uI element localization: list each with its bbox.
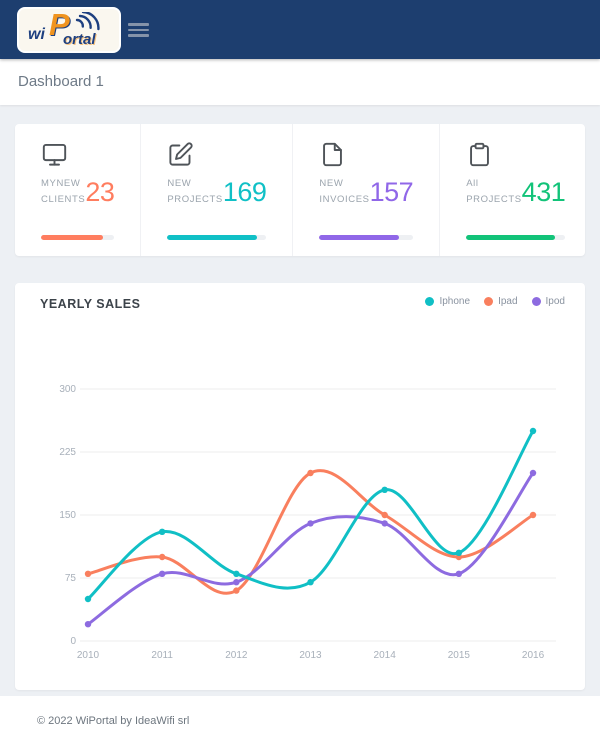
chart-title: YEARLY SALES (40, 297, 141, 311)
stat-progress-fill (41, 235, 104, 240)
stat-progress-track (167, 235, 267, 240)
legend-item-ipad[interactable]: Ipad (484, 296, 518, 307)
clipboard-icon (466, 141, 493, 168)
legend-label: Ipod (545, 296, 565, 307)
legend-dot-icon (484, 297, 494, 306)
svg-text:2014: 2014 (374, 650, 397, 661)
svg-text:150: 150 (59, 510, 76, 521)
stat-progress-fill (319, 235, 400, 240)
wiportal-logo[interactable]: wi P ortal (17, 7, 121, 53)
svg-text:0: 0 (70, 636, 76, 647)
chart-legend: Iphone Ipad Ipod (425, 296, 565, 307)
stat-card-projects: NEW PROJECTS 169 (141, 124, 294, 256)
edit-icon (167, 141, 194, 168)
stat-progress-fill (167, 235, 257, 240)
stat-progress-track (41, 235, 115, 240)
svg-text:2011: 2011 (151, 650, 173, 661)
stat-label: MYNEW CLIENTS (41, 178, 86, 205)
stat-value: 431 (521, 177, 566, 207)
svg-text:2012: 2012 (225, 650, 248, 661)
stat-value: 169 (222, 177, 267, 207)
svg-text:300: 300 (59, 384, 76, 395)
wifi-waves-icon (71, 10, 105, 43)
legend-item-ipod[interactable]: Ipod (531, 296, 565, 307)
stat-label: NEW INVOICES (319, 178, 370, 205)
stat-label: All PROJECTS (466, 178, 522, 205)
stat-progress-track (319, 235, 414, 240)
svg-text:225: 225 (59, 447, 76, 458)
svg-text:2015: 2015 (448, 650, 471, 661)
logo-text-p: P (49, 7, 70, 42)
logo-text-wi: wi (28, 26, 45, 43)
stat-card-all-projects: All PROJECTS 431 (440, 124, 591, 256)
line-chart-canvas[interactable]: 0 75 150 225 300 2010 2011 2012 2013 2014 2015 2016 (40, 355, 585, 670)
legend-dot-icon (531, 297, 541, 306)
stat-value: 157 (369, 177, 414, 207)
svg-text:2013: 2013 (299, 650, 322, 661)
svg-text:2010: 2010 (77, 650, 100, 661)
footer: © 2022 WiPortal by IdeaWifi srl (0, 696, 600, 750)
stat-value: 23 (85, 177, 115, 207)
legend-label: Iphone (439, 296, 471, 307)
breadcrumb-bar: Dashboard 1 (0, 59, 600, 105)
stat-card-clients: MYNEW CLIENTS 23 (15, 124, 142, 256)
monitor-icon (41, 141, 68, 168)
stat-label: NEW PROJECTS (167, 178, 223, 205)
stat-progress-track (466, 235, 566, 240)
stat-progress-fill (466, 235, 556, 240)
page-title: Dashboard 1 (18, 73, 104, 90)
legend-dot-icon (425, 297, 435, 306)
stat-card-invoices: NEW INVOICES 157 (293, 124, 441, 256)
yearly-sales-panel: YEARLY SALES Iphone Ipad Ipod 0 75 150 225 3… (15, 283, 585, 690)
file-icon (319, 141, 346, 168)
main-content: MYNEW CLIENTS 23 NEW PROJECTS 169 (0, 105, 600, 696)
logo-text-ortal: ortal (63, 31, 96, 48)
top-navbar: wi P ortal (0, 0, 600, 59)
copyright-text: © 2022 WiPortal by IdeaWifi srl (37, 715, 190, 727)
svg-text:75: 75 (65, 573, 77, 584)
legend-label: Ipad (498, 296, 518, 307)
stats-panel: MYNEW CLIENTS 23 NEW PROJECTS 169 (15, 124, 585, 256)
menu-hamburger-icon[interactable] (128, 23, 149, 37)
svg-text:2016: 2016 (522, 650, 545, 661)
legend-item-iphone[interactable]: Iphone (425, 296, 470, 307)
